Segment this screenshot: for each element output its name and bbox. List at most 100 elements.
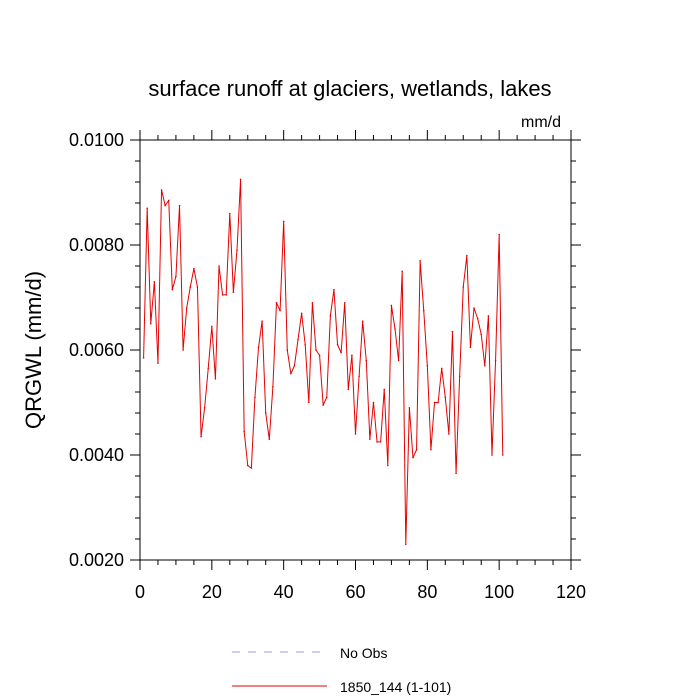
data-point	[196, 286, 199, 288]
data-point	[440, 367, 443, 370]
data-point	[487, 315, 490, 317]
data-point	[347, 388, 350, 391]
data-point	[444, 396, 447, 399]
data-point	[232, 291, 235, 294]
data-point	[372, 401, 375, 404]
data-point	[351, 354, 353, 357]
data-point	[333, 288, 335, 291]
data-point	[343, 301, 346, 304]
data-point	[498, 233, 500, 236]
data-point	[264, 412, 267, 414]
y-axis-ticks: 0.0020 0.0040 0.0060 0.0080 0.0100	[69, 130, 581, 570]
data-point	[254, 396, 256, 399]
data-point	[437, 401, 439, 404]
data-point	[325, 396, 328, 399]
data-point	[207, 367, 210, 370]
data-point	[408, 406, 411, 409]
data-point	[308, 401, 310, 404]
data-point	[480, 333, 483, 336]
data-point	[175, 275, 177, 278]
data-point	[469, 346, 472, 349]
data-point	[476, 317, 479, 320]
data-point	[494, 359, 497, 362]
legend: No Obs 1850_144 (1-101)	[232, 645, 451, 695]
data-point	[329, 315, 332, 317]
data-point	[358, 375, 360, 378]
data-point	[473, 307, 475, 309]
data-point	[236, 249, 238, 252]
data-point	[379, 441, 382, 443]
data-point	[157, 362, 159, 364]
y-tick-label: 0.0020	[69, 550, 124, 570]
data-point	[261, 320, 263, 322]
data-point	[272, 385, 274, 388]
data-point	[430, 448, 432, 451]
data-point	[193, 267, 195, 270]
data-point	[178, 204, 181, 207]
data-point	[383, 388, 386, 391]
data-point	[275, 301, 278, 304]
data-point	[182, 349, 184, 351]
data-point	[189, 286, 192, 288]
data-point	[455, 472, 457, 475]
data-point	[365, 359, 368, 362]
data-point	[458, 375, 461, 378]
legend-item: 1850_144 (1-101)	[232, 679, 451, 695]
data-point	[185, 307, 188, 309]
data-point	[311, 301, 314, 304]
y-tick-label: 0.0100	[69, 130, 124, 150]
data-point	[336, 343, 339, 346]
data-point	[246, 464, 249, 467]
data-point	[315, 349, 317, 351]
data-point	[286, 349, 289, 351]
data-point	[149, 322, 152, 325]
data-point	[426, 364, 429, 367]
plot-frame	[139, 139, 572, 561]
data-point	[397, 359, 400, 362]
x-tick-label: 20	[202, 582, 222, 602]
data-point	[293, 364, 296, 367]
chart-title: surface runoff at glaciers, wetlands, la…	[148, 76, 551, 101]
data-point	[322, 404, 324, 406]
data-point	[415, 448, 418, 451]
y-tick-label: 0.0080	[69, 235, 124, 255]
x-tick-label: 0	[135, 582, 145, 602]
data-point	[304, 343, 307, 346]
data-point	[501, 454, 504, 456]
data-point	[211, 325, 213, 328]
data-point	[160, 189, 163, 191]
data-point	[153, 280, 156, 283]
series-1-group	[142, 178, 504, 546]
x-axis-ticks: 0 20 40 60 80 100 120	[135, 130, 586, 602]
y-axis-title: QRGWL (mm/d)	[21, 271, 46, 429]
data-point	[167, 199, 170, 202]
data-point	[297, 338, 299, 341]
data-point	[228, 212, 231, 215]
data-point	[290, 372, 292, 375]
data-point	[412, 456, 414, 459]
data-point	[394, 328, 396, 330]
data-point	[354, 433, 357, 435]
data-point	[250, 467, 253, 469]
data-point	[404, 543, 407, 546]
x-tick-label: 120	[556, 582, 586, 602]
x-tick-label: 40	[274, 582, 294, 602]
data-point	[491, 454, 493, 456]
data-point	[221, 294, 224, 296]
data-point	[401, 270, 403, 273]
data-point	[214, 378, 217, 380]
y-tick-label: 0.0060	[69, 340, 124, 360]
legend-item: No Obs	[232, 645, 387, 661]
data-point	[279, 309, 281, 312]
data-point	[390, 304, 393, 307]
data-point	[200, 435, 202, 438]
series-line	[143, 178, 504, 545]
data-point	[340, 351, 342, 354]
data-point	[243, 430, 245, 433]
data-point	[422, 309, 425, 312]
data-point	[433, 401, 436, 404]
data-point	[361, 320, 364, 322]
data-point	[142, 357, 145, 359]
data-point	[300, 312, 303, 315]
